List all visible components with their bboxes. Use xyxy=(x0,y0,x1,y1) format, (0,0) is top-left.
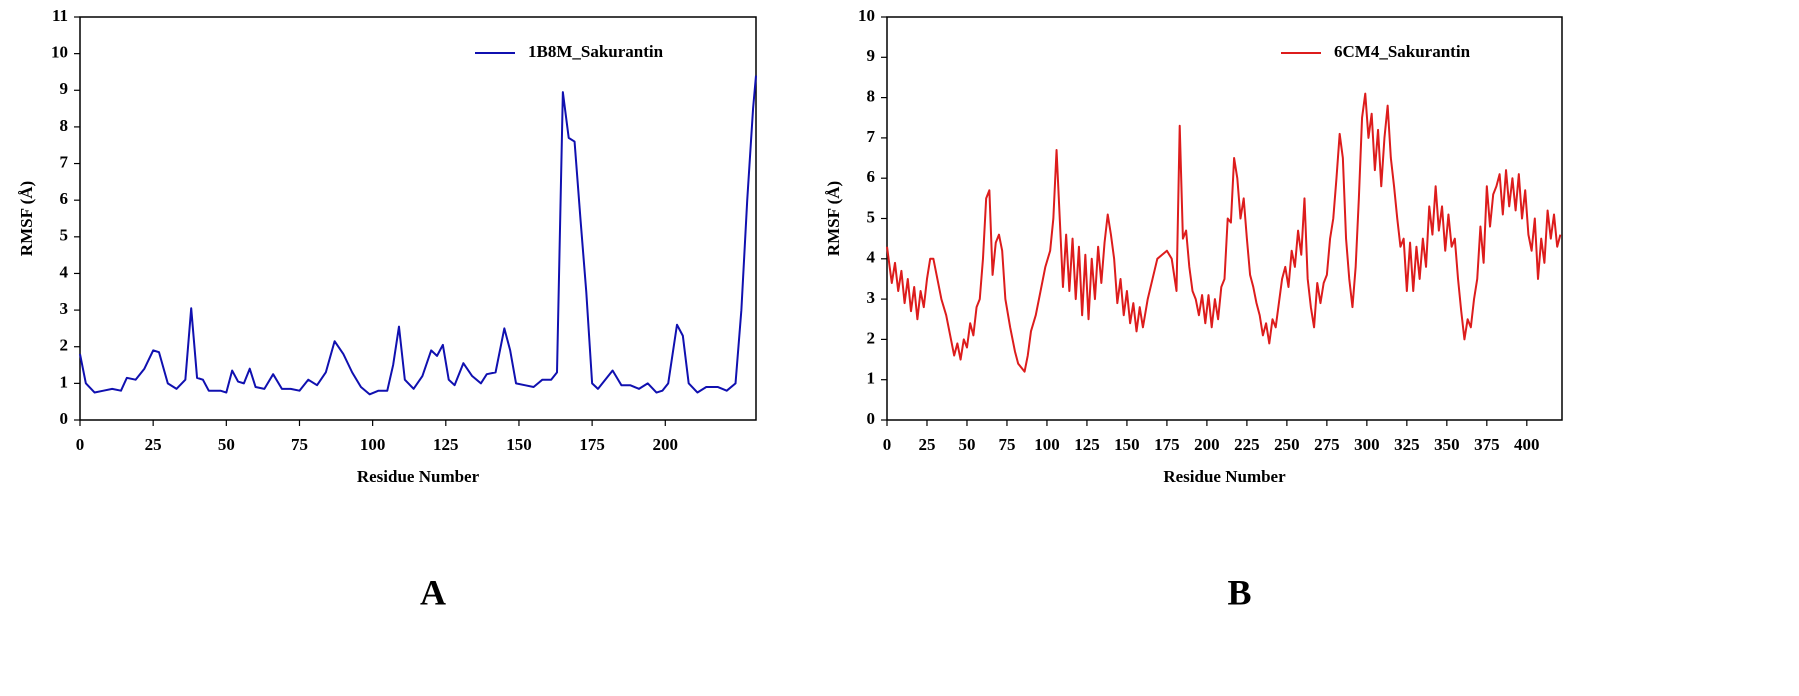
x-tick-label: 50 xyxy=(958,435,975,454)
y-tick-label: 7 xyxy=(60,152,69,171)
y-tick-label: 3 xyxy=(60,299,69,318)
y-tick-label: 0 xyxy=(60,409,69,428)
y-tick-label: 9 xyxy=(60,79,69,98)
x-tick-label: 175 xyxy=(1154,435,1180,454)
x-tick-label: 400 xyxy=(1514,435,1540,454)
y-tick-label: 1 xyxy=(60,372,69,391)
x-tick-label: 375 xyxy=(1474,435,1500,454)
x-tick-label: 125 xyxy=(433,435,459,454)
y-tick-label: 1 xyxy=(867,369,876,388)
panel-label: A xyxy=(420,572,446,612)
y-axis-label: RMSF (Å) xyxy=(17,181,36,256)
y-tick-label: 11 xyxy=(52,6,68,25)
plot-frame xyxy=(886,16,1563,421)
x-tick-label: 0 xyxy=(883,435,892,454)
y-tick-label: 8 xyxy=(867,87,876,106)
x-tick-label: 100 xyxy=(1034,435,1060,454)
y-tick-label: 8 xyxy=(60,116,69,135)
x-tick-label: 200 xyxy=(653,435,679,454)
x-tick-label: 325 xyxy=(1394,435,1420,454)
x-tick-label: 125 xyxy=(1074,435,1100,454)
x-tick-label: 0 xyxy=(76,435,85,454)
y-tick-label: 5 xyxy=(867,207,876,226)
x-tick-label: 200 xyxy=(1194,435,1220,454)
y-tick-label: 2 xyxy=(867,328,876,347)
plot-frame xyxy=(79,16,757,421)
x-tick-label: 50 xyxy=(218,435,235,454)
y-tick-label: 5 xyxy=(60,226,69,245)
y-tick-label: 7 xyxy=(867,127,876,146)
panel-label: B xyxy=(1227,572,1251,612)
y-tick-label: 10 xyxy=(51,43,68,62)
x-tick-label: 75 xyxy=(998,435,1015,454)
y-tick-label: 6 xyxy=(60,189,69,208)
x-tick-label: 250 xyxy=(1274,435,1300,454)
x-tick-label: 150 xyxy=(506,435,532,454)
y-axis-label: RMSF (Å) xyxy=(824,181,843,256)
y-tick-label: 4 xyxy=(60,262,69,281)
x-tick-label: 175 xyxy=(579,435,605,454)
x-axis-label: Residue Number xyxy=(1163,467,1286,486)
x-tick-label: 275 xyxy=(1314,435,1340,454)
x-tick-label: 350 xyxy=(1434,435,1460,454)
legend-label: 1B8M_Sakurantin xyxy=(528,42,664,61)
y-tick-label: 3 xyxy=(867,288,876,307)
y-tick-label: 0 xyxy=(867,409,876,428)
x-tick-label: 300 xyxy=(1354,435,1380,454)
x-tick-label: 100 xyxy=(360,435,386,454)
x-tick-label: 25 xyxy=(918,435,935,454)
data-line xyxy=(79,75,757,396)
x-tick-label: 75 xyxy=(291,435,308,454)
data-line xyxy=(886,92,1562,373)
legend-label: 6CM4_Sakurantin xyxy=(1334,42,1471,61)
y-tick-label: 10 xyxy=(858,6,875,25)
x-tick-label: 150 xyxy=(1114,435,1140,454)
x-tick-label: 225 xyxy=(1234,435,1260,454)
y-tick-label: 9 xyxy=(867,46,876,65)
y-tick-label: 4 xyxy=(867,248,876,267)
x-tick-label: 25 xyxy=(145,435,162,454)
x-axis-label: Residue Number xyxy=(357,467,480,486)
y-tick-label: 6 xyxy=(867,167,876,186)
y-tick-label: 2 xyxy=(60,336,69,355)
